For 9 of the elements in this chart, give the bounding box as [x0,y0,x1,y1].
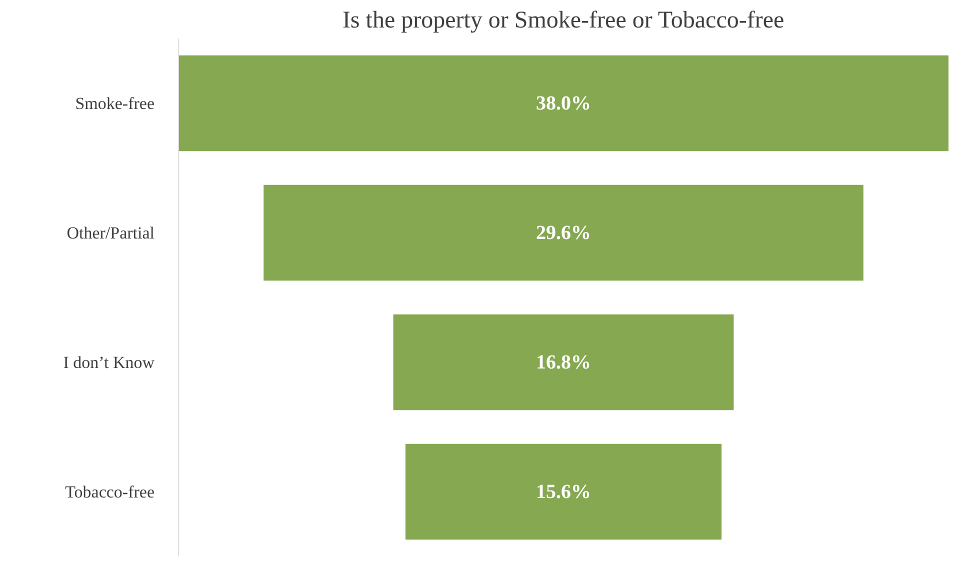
text: Is the property or Smoke-free or Tobacco-free [342,8,784,34]
data-label: 38.0% [536,92,591,114]
category-label: Other/Partial [66,223,155,242]
data-label: 15.6% [536,480,591,503]
category-label: I don’t Know [63,352,156,372]
category-label: Tobacco-free [65,482,155,502]
data-label: 16.8% [536,351,591,374]
category-label: Smoke-free [75,94,155,113]
data-label: 29.6% [536,222,591,244]
